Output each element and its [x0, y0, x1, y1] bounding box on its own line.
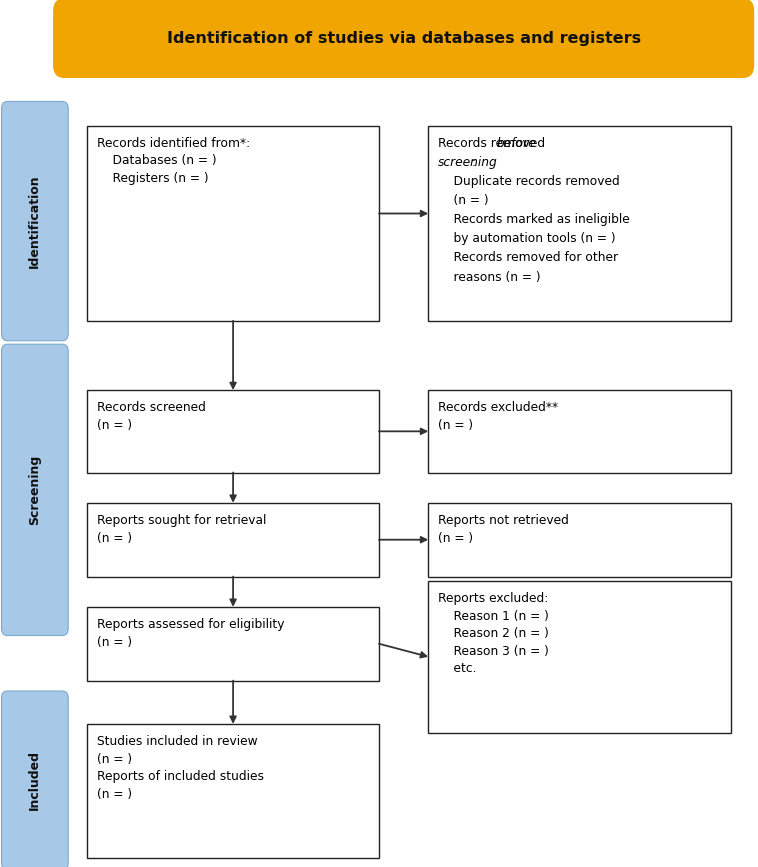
Text: Records excluded**
(n = ): Records excluded** (n = ): [438, 401, 558, 432]
Text: Records identified from*:
    Databases (n = )
    Registers (n = ): Records identified from*: Databases (n =…: [97, 137, 250, 185]
FancyBboxPatch shape: [2, 691, 68, 867]
Text: :: :: [471, 156, 475, 169]
FancyBboxPatch shape: [2, 344, 68, 636]
Text: Records removed for other: Records removed for other: [438, 251, 619, 264]
Text: reasons (n = ): reasons (n = ): [438, 271, 540, 284]
Text: Identification: Identification: [28, 174, 42, 268]
Text: Identification of studies via databases and registers: Identification of studies via databases …: [167, 30, 641, 46]
FancyBboxPatch shape: [87, 390, 379, 473]
FancyBboxPatch shape: [428, 503, 731, 577]
FancyBboxPatch shape: [2, 101, 68, 341]
FancyBboxPatch shape: [87, 607, 379, 681]
Text: Studies included in review
(n = )
Reports of included studies
(n = ): Studies included in review (n = ) Report…: [97, 735, 264, 801]
FancyBboxPatch shape: [428, 390, 731, 473]
Text: (n = ): (n = ): [438, 194, 489, 207]
FancyBboxPatch shape: [53, 0, 754, 78]
FancyBboxPatch shape: [87, 126, 379, 321]
Text: by automation tools (n = ): by automation tools (n = ): [438, 232, 615, 245]
Text: Included: Included: [28, 750, 42, 811]
Text: Records marked as ineligible: Records marked as ineligible: [438, 213, 630, 226]
Text: Reports assessed for eligibility
(n = ): Reports assessed for eligibility (n = ): [97, 618, 284, 649]
Text: Screening: Screening: [28, 454, 42, 525]
Text: Records removed: Records removed: [438, 137, 549, 150]
FancyBboxPatch shape: [428, 126, 731, 321]
Text: Records screened
(n = ): Records screened (n = ): [97, 401, 206, 432]
Text: Duplicate records removed: Duplicate records removed: [438, 175, 620, 188]
FancyBboxPatch shape: [87, 503, 379, 577]
Text: screening: screening: [438, 156, 498, 169]
Text: Reports sought for retrieval
(n = ): Reports sought for retrieval (n = ): [97, 514, 266, 544]
Text: Reports excluded:
    Reason 1 (n = )
    Reason 2 (n = )
    Reason 3 (n = )
  : Reports excluded: Reason 1 (n = ) Reason…: [438, 592, 549, 675]
Text: Reports not retrieved
(n = ): Reports not retrieved (n = ): [438, 514, 569, 544]
Text: before: before: [497, 137, 537, 150]
FancyBboxPatch shape: [87, 724, 379, 858]
FancyBboxPatch shape: [428, 581, 731, 733]
